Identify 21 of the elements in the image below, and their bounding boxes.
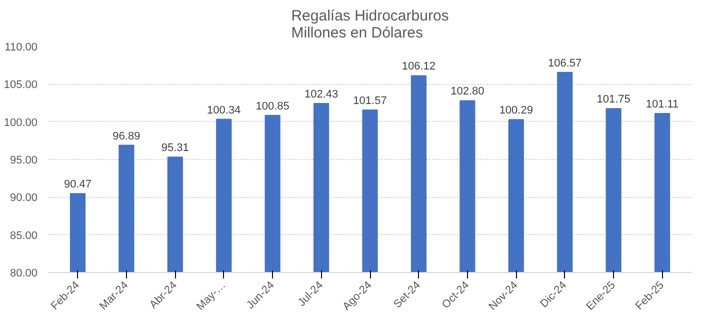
data-label: 101.75 <box>596 94 630 106</box>
data-label: 106.12 <box>402 60 436 73</box>
y-tick-label: 95.00 <box>10 154 38 166</box>
data-label: 101.11 <box>646 98 679 110</box>
y-tick-label: 105.00 <box>4 79 38 92</box>
data-label: 90.47 <box>64 178 92 191</box>
y-tick-label: 110.00 <box>4 42 38 54</box>
data-label: 101.57 <box>353 95 387 108</box>
y-tick-label: 100.00 <box>4 116 38 129</box>
data-label: 102.43 <box>304 88 338 101</box>
data-label: 96.89 <box>112 130 140 142</box>
data-label: 100.29 <box>499 104 533 117</box>
y-tick-label: 80.00 <box>10 268 38 280</box>
y-tick-label: 85.00 <box>10 230 38 242</box>
chart-title: Regalías Hidrocarburos Millones en Dólares <box>291 8 449 42</box>
data-label: 100.85 <box>256 100 290 112</box>
y-tick-label: 90.00 <box>10 192 38 204</box>
data-label: 100.34 <box>207 104 241 116</box>
data-label: 106.57 <box>548 57 582 70</box>
data-label: 95.31 <box>161 142 189 154</box>
data-label: 102.80 <box>450 86 484 98</box>
